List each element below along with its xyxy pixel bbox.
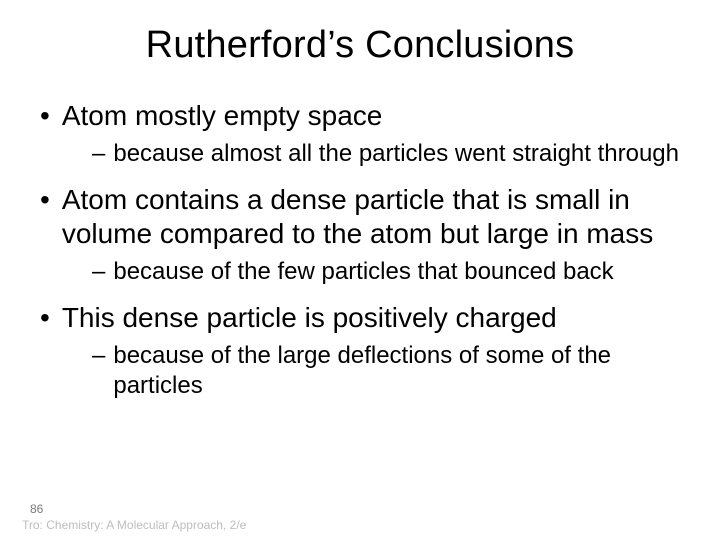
bullet-dot-icon: • xyxy=(40,301,50,335)
bullet-item: • Atom mostly empty space – because almo… xyxy=(38,99,682,169)
bullet-item: • Atom contains a dense particle that is… xyxy=(38,183,682,287)
slide-title: Rutherford’s Conclusions xyxy=(38,24,682,67)
sub-bullet-item: – because almost all the particles went … xyxy=(38,139,682,169)
bullet-text: This dense particle is positively charge… xyxy=(62,301,557,335)
page-number: 86 xyxy=(30,502,43,516)
bullet-text: Atom mostly empty space xyxy=(62,99,383,133)
sub-bullet-item: – because of the few particles that boun… xyxy=(38,257,682,287)
slide: Rutherford’s Conclusions • Atom mostly e… xyxy=(0,0,720,540)
bullet-item: • This dense particle is positively char… xyxy=(38,301,682,401)
footer-citation: Tro: Chemistry: A Molecular Approach, 2/… xyxy=(22,518,246,532)
dash-icon: – xyxy=(92,341,105,371)
bullet-dot-icon: • xyxy=(40,183,50,217)
sub-bullet-item: – because of the large deflections of so… xyxy=(38,341,682,401)
bullet-dot-icon: • xyxy=(40,99,50,133)
sub-bullet-text: because of the few particles that bounce… xyxy=(113,257,613,287)
dash-icon: – xyxy=(92,139,105,169)
sub-bullet-text: because almost all the particles went st… xyxy=(113,139,679,169)
dash-icon: – xyxy=(92,257,105,287)
bullet-text: Atom contains a dense particle that is s… xyxy=(62,183,682,251)
sub-bullet-text: because of the large deflections of some… xyxy=(113,341,682,401)
slide-content: • Atom mostly empty space – because almo… xyxy=(38,99,682,401)
